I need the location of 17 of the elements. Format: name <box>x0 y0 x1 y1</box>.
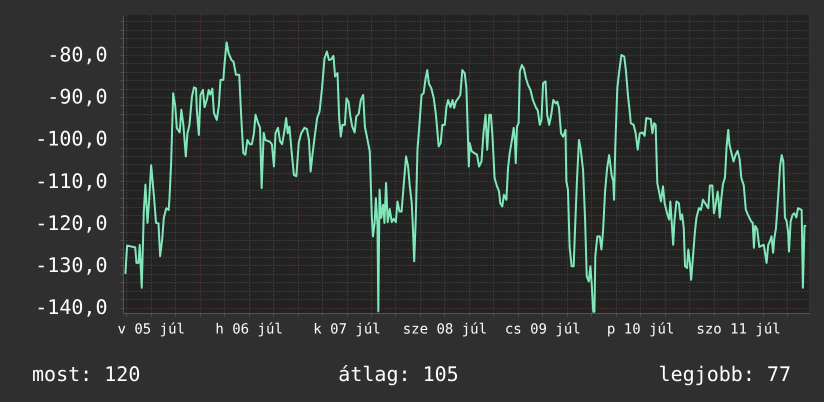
x-tick-label: k 07 júl <box>313 322 381 338</box>
x-tick-label: h 06 júl <box>215 322 283 338</box>
y-tick-label: -130,0 <box>35 252 108 277</box>
y-tick-label: -100,0 <box>35 126 108 151</box>
text: legjobb: 77 <box>658 362 791 386</box>
x-tick-label: sze 08 júl <box>402 322 488 338</box>
y-tick-label: -120,0 <box>35 210 108 235</box>
y-tick-label: -90,0 <box>47 84 108 109</box>
text: most: 120 <box>32 362 140 386</box>
text: átlag: 105 <box>338 362 459 386</box>
x-tick-label: v 05 júl <box>118 322 185 338</box>
x-tick-label: cs 09 júl <box>504 322 581 338</box>
x-tick-label: p 10 júl <box>606 322 674 338</box>
y-tick-label: -110,0 <box>35 168 108 193</box>
y-tick-label: -140,0 <box>35 295 108 320</box>
x-tick-label: szo 11 júl <box>696 322 781 338</box>
y-tick-label: -80,0 <box>47 42 108 66</box>
